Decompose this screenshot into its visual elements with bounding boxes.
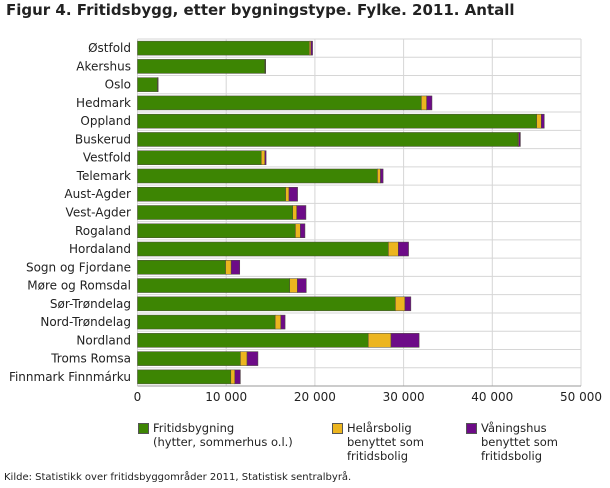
legend-label-line: Helårsbolig bbox=[347, 421, 412, 435]
y-category-label: Hedmark bbox=[76, 96, 131, 110]
bar-segment-fritidsbygning bbox=[137, 132, 519, 147]
y-category-label: Akershus bbox=[76, 59, 131, 73]
legend-label-line: benyttet som bbox=[481, 435, 558, 449]
legend-swatch-helarsbolig bbox=[332, 423, 343, 434]
bar-segment-vaningshus bbox=[234, 369, 241, 385]
bar-segment-fritidsbygning bbox=[137, 296, 396, 312]
legend-label-line: Våningshus bbox=[481, 421, 547, 435]
y-category-label: Buskerud bbox=[75, 132, 131, 146]
bar-segment-helarsbolig bbox=[285, 186, 290, 202]
bar-segment-fritidsbygning bbox=[137, 77, 158, 92]
bar-segment-fritidsbygning bbox=[137, 150, 262, 165]
bar-segment-fritidsbygning bbox=[137, 95, 422, 111]
bar-segment-vaningshus bbox=[426, 95, 433, 111]
x-tick-label: 0 bbox=[134, 390, 142, 404]
bar-segment-fritidsbygning bbox=[137, 40, 310, 56]
bar-segment-helarsbolig bbox=[367, 333, 392, 348]
bar-segment-fritidsbygning bbox=[137, 186, 286, 202]
bar-segment-fritidsbygning bbox=[137, 278, 290, 293]
source-note: Kilde: Statistikk over fritidsbyggområde… bbox=[4, 472, 352, 483]
legend-item-fritidsbygning: Fritidsbygning (hytter, sommerhus o.l.) bbox=[138, 421, 293, 449]
bar-segment-helarsbolig bbox=[274, 314, 282, 330]
bar-segment-helarsbolig bbox=[536, 113, 542, 129]
legend-item-helarsbolig: Helårsbolig benyttet som fritidsbolig bbox=[332, 421, 424, 463]
legend-label-line: (hytter, sommerhus o.l.) bbox=[153, 435, 293, 449]
chart-title: Figur 4. Fritidsbygg, etter bygningstype… bbox=[6, 1, 515, 19]
bar-segment-vaningshus bbox=[297, 278, 307, 293]
bar-segment-vaningshus bbox=[310, 40, 313, 56]
bar-segment-vaningshus bbox=[280, 314, 286, 330]
bar-segment-helarsbolig bbox=[260, 150, 266, 165]
bar-segment-vaningshus bbox=[390, 333, 420, 348]
y-category-label: Sør-Trøndelag bbox=[50, 297, 131, 311]
bar-segment-fritidsbygning bbox=[137, 223, 296, 239]
bar-segment-fritidsbygning bbox=[137, 351, 241, 366]
bar-segment-helarsbolig bbox=[230, 369, 236, 385]
bar-segment-vaningshus bbox=[264, 59, 266, 74]
bar-segment-helarsbolig bbox=[295, 223, 301, 239]
legend-label-line: fritidsbolig bbox=[347, 449, 408, 463]
bar-segment-vaningshus bbox=[264, 150, 267, 165]
y-category-label: Troms Romsa bbox=[50, 352, 131, 366]
bar-segment-fritidsbygning bbox=[137, 333, 369, 348]
bar-segment-vaningshus bbox=[404, 296, 412, 312]
x-tick-label: 50 000 bbox=[560, 390, 602, 404]
bar-segment-helarsbolig bbox=[292, 205, 297, 220]
bar-segment-fritidsbygning bbox=[137, 314, 276, 330]
bar-segment-fritidsbygning bbox=[137, 260, 226, 275]
bar-segment-helarsbolig bbox=[388, 241, 399, 257]
y-category-label: Telemark bbox=[76, 169, 131, 183]
y-category-label: Vest-Agder bbox=[66, 206, 132, 220]
bar-segment-vaningshus bbox=[246, 351, 259, 366]
y-category-label: Hordaland bbox=[69, 242, 131, 256]
bar-segment-vaningshus bbox=[300, 223, 306, 239]
legend-swatch-fritidsbygning bbox=[138, 423, 149, 434]
y-category-label: Finnmark Finnmárku bbox=[9, 370, 131, 384]
bar-segment-vaningshus bbox=[157, 77, 159, 92]
bar-segment-vaningshus bbox=[398, 241, 409, 257]
bar-segment-helarsbolig bbox=[395, 296, 406, 312]
y-category-label: Oppland bbox=[80, 114, 131, 128]
bar-segment-helarsbolig bbox=[289, 278, 298, 293]
y-category-label: Vestfold bbox=[83, 151, 131, 165]
bar-segment-fritidsbygning bbox=[137, 168, 378, 184]
legend-label-line: Fritidsbygning bbox=[153, 421, 235, 435]
bar-segment-vaningshus bbox=[380, 168, 384, 184]
bar-segment-fritidsbygning bbox=[137, 59, 266, 74]
x-tick-label: 20 000 bbox=[294, 390, 336, 404]
legend-swatch-vaningshus bbox=[466, 423, 477, 434]
legend-item-vaningshus: Våningshus benyttet som fritidsbolig bbox=[466, 421, 558, 463]
y-category-label: Sogn og Fjordane bbox=[26, 260, 131, 274]
bar-segment-vaningshus bbox=[296, 205, 307, 220]
bar-segment-helarsbolig bbox=[225, 260, 232, 275]
bar-segment-helarsbolig bbox=[240, 351, 248, 366]
x-tick-label: 40 000 bbox=[471, 390, 513, 404]
bar-segment-fritidsbygning bbox=[137, 205, 293, 220]
bar-segment-fritidsbygning bbox=[137, 369, 232, 385]
y-category-label: Møre og Romsdal bbox=[27, 279, 131, 293]
y-category-label: Rogaland bbox=[75, 224, 131, 238]
bar-segment-vaningshus bbox=[541, 113, 545, 129]
bar-segment-vaningshus bbox=[230, 260, 241, 275]
y-category-label: Aust-Agder bbox=[64, 187, 131, 201]
bar-segment-vaningshus bbox=[518, 132, 521, 147]
legend-label-line: benyttet som bbox=[347, 435, 424, 449]
y-category-label: Nord-Trøndelag bbox=[40, 315, 131, 329]
x-tick-label: 30 000 bbox=[383, 390, 425, 404]
bar-segment-fritidsbygning bbox=[137, 113, 537, 129]
bar-segment-fritidsbygning bbox=[137, 241, 389, 257]
bar-segment-helarsbolig bbox=[421, 95, 427, 111]
legend-label-line: fritidsbolig bbox=[481, 449, 542, 463]
bar-segment-vaningshus bbox=[288, 186, 298, 202]
y-category-label: Nordland bbox=[76, 333, 131, 347]
x-tick-label: 10 000 bbox=[205, 390, 247, 404]
y-category-label: Østfold bbox=[88, 41, 131, 55]
bar-segment-helarsbolig bbox=[377, 168, 381, 184]
y-category-label: Oslo bbox=[105, 78, 131, 92]
